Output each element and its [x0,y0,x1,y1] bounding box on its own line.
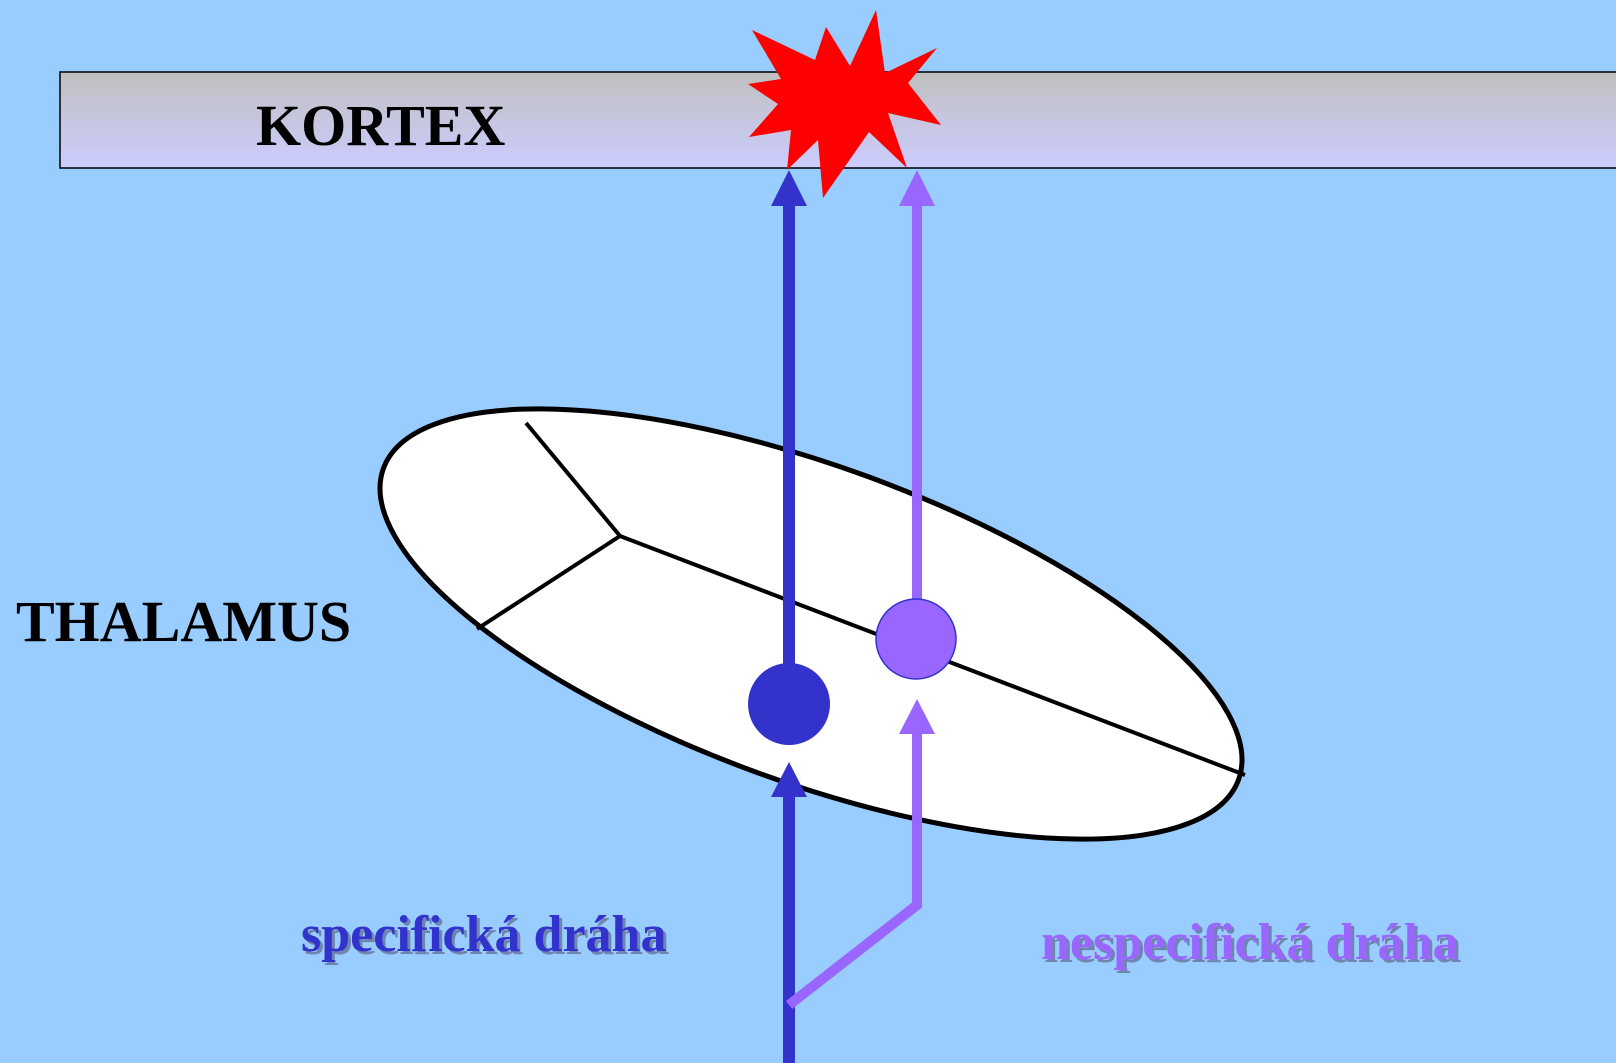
thalamus-shape [329,320,1292,928]
specific-label: specifická dráha [301,906,666,963]
diagram: KORTEX THALAMUS specifická dráha nespeci… [0,0,1616,1063]
cortex-label: KORTEX [256,93,505,158]
thalamus-label: THALAMUS [16,589,351,654]
nonspecific-label: nespecifická dráha [1041,914,1458,971]
page: KORTEX THALAMUS specifická dráha nespeci… [0,0,1616,1063]
